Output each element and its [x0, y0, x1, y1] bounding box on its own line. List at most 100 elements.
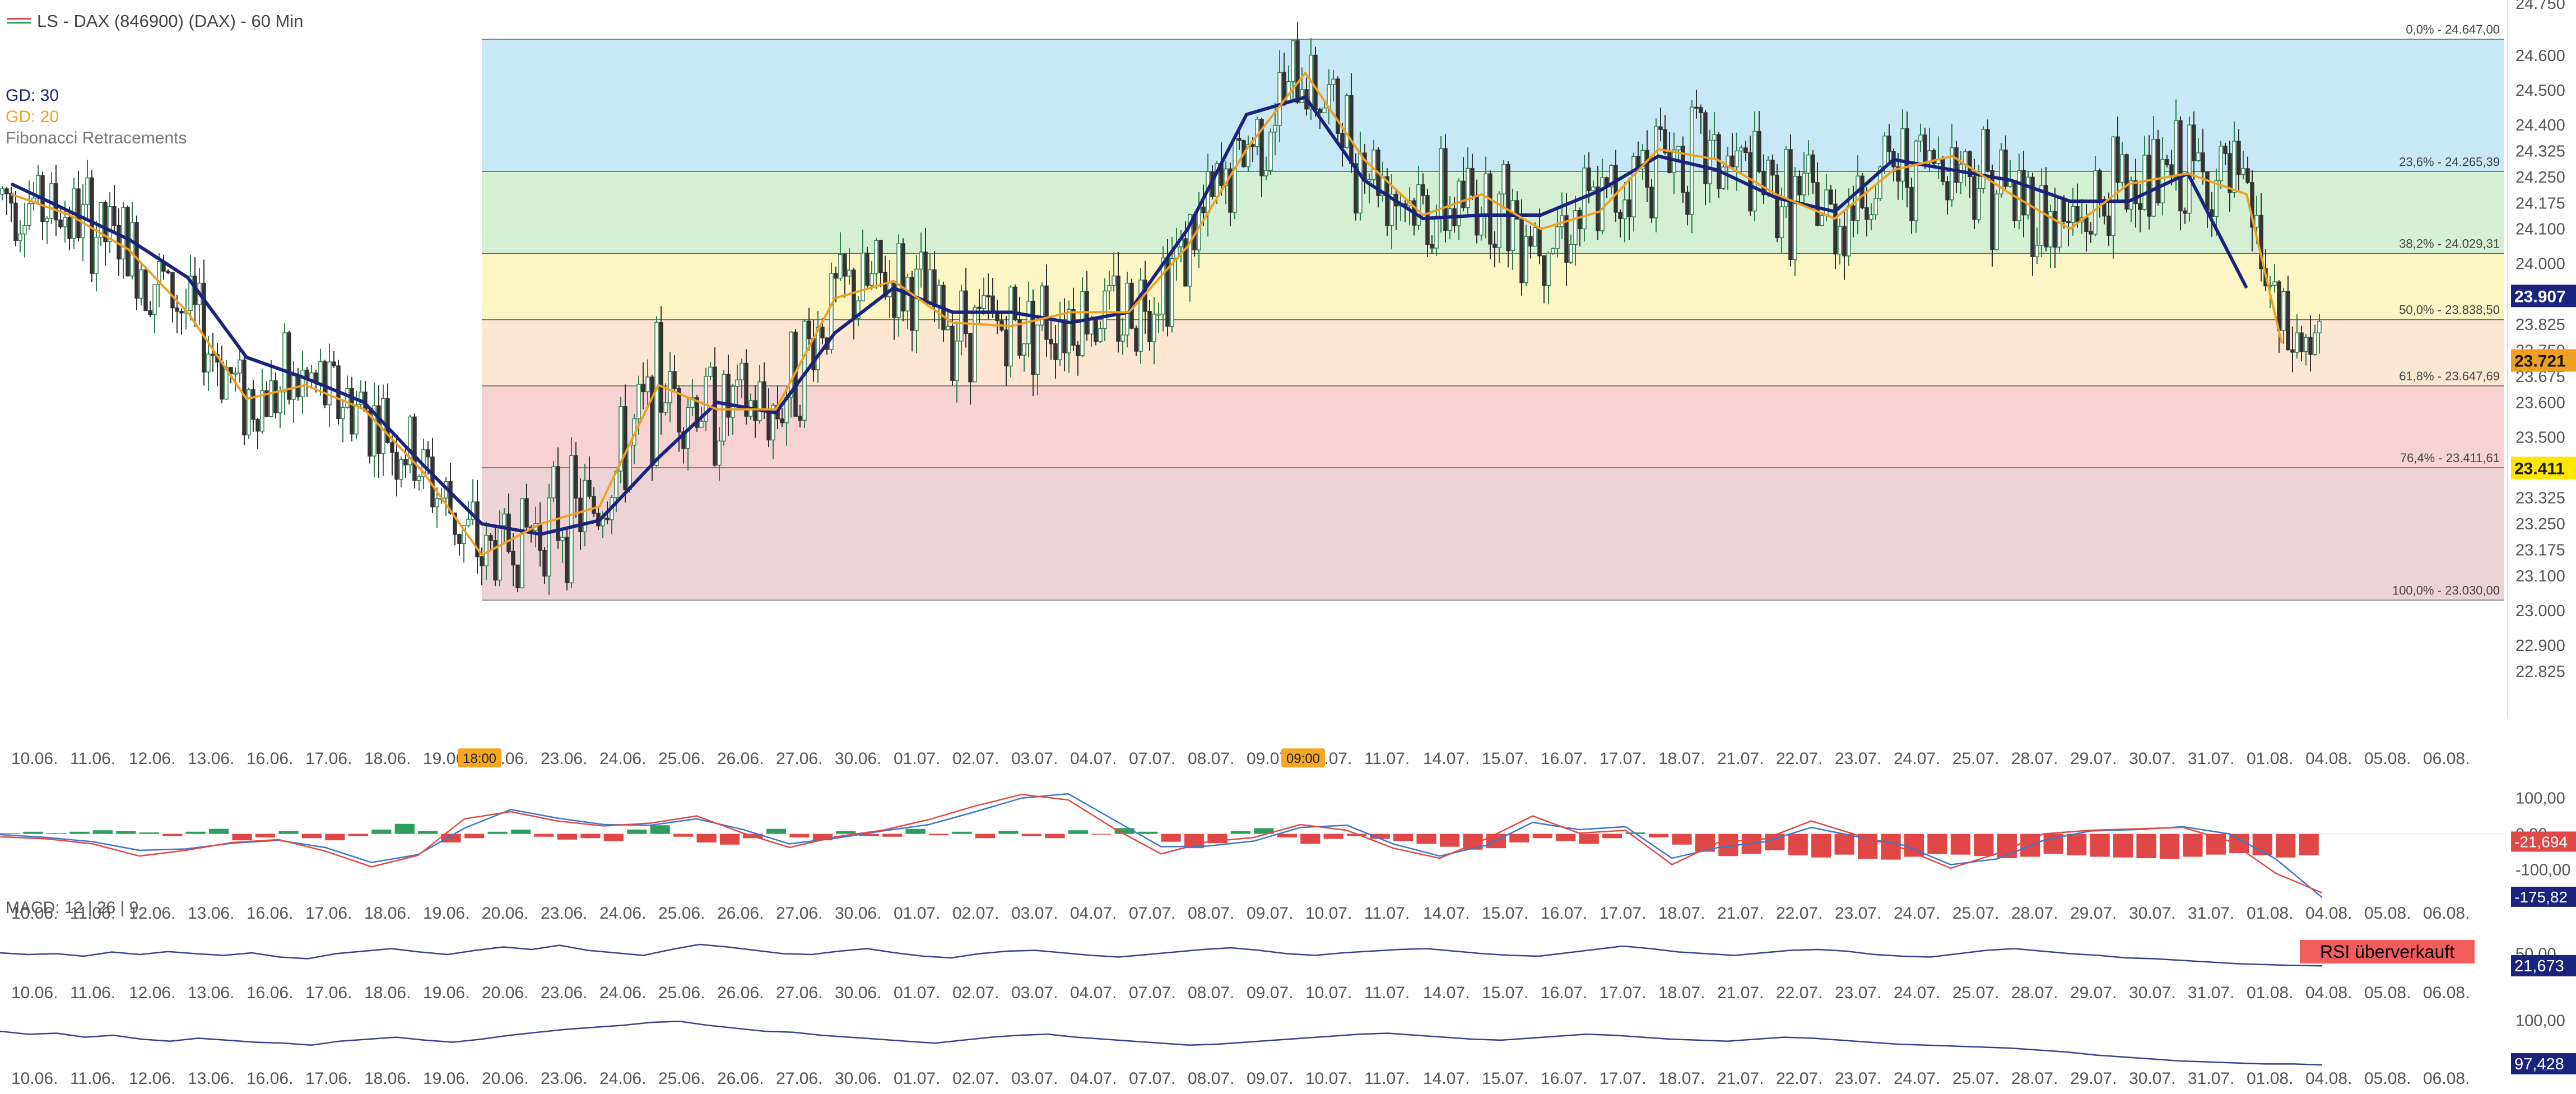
candle-body — [130, 222, 134, 277]
macd-histogram-bar — [603, 834, 624, 841]
candle-body — [457, 534, 462, 544]
candle-body — [2192, 124, 2196, 161]
x-tick-label: 29.07. — [2070, 1069, 2117, 1088]
candle-body — [233, 373, 238, 375]
x-tick-label: 24.06. — [599, 1069, 646, 1088]
candle-body — [1829, 189, 1833, 205]
candle-body — [1076, 345, 1080, 356]
x-tick-label: 29.07. — [2070, 749, 2117, 768]
candle-body — [1246, 144, 1250, 167]
candle-body — [448, 481, 453, 514]
x-tick-label: 18.06. — [364, 904, 411, 923]
x-tick-label: 30.07. — [2129, 1069, 2175, 1088]
x-tick-label: 13.06. — [188, 904, 234, 923]
candle-body — [2308, 337, 2313, 355]
candle-body — [2290, 349, 2295, 353]
candle-body — [708, 366, 713, 377]
macd-histogram-bar — [2183, 834, 2203, 857]
x-tick-label: 10.07. — [1305, 1069, 1352, 1088]
candle-body — [1994, 193, 1999, 250]
candle-body — [1681, 146, 1685, 193]
candle-body — [408, 416, 412, 465]
series-ma20 — [11, 72, 2283, 556]
candle-body — [1954, 147, 1959, 183]
candle-body — [63, 217, 67, 227]
x-tick-label: 03.07. — [1011, 1069, 1058, 1088]
x-tick-label: 23.07. — [1835, 904, 1881, 923]
candle-body — [731, 386, 735, 418]
candle-body — [1972, 176, 1977, 220]
x-tick-label: 12.06. — [129, 984, 175, 1002]
candle-body — [238, 359, 242, 374]
candle-body — [986, 295, 991, 297]
candle-body — [139, 269, 143, 299]
candle-body — [1492, 243, 1497, 248]
macd-histogram-bar — [580, 834, 601, 839]
x-tick-label: 24.07. — [1894, 984, 1940, 1002]
candle-body — [399, 459, 403, 480]
candle-body — [641, 384, 645, 393]
candle-body — [2120, 154, 2124, 183]
candle-body — [896, 243, 901, 318]
series-macd_line — [0, 793, 2323, 899]
price-tag-label: 23.721 — [2514, 352, 2566, 370]
candle-body — [663, 402, 668, 413]
macd-histogram-bar — [185, 831, 206, 834]
candle-body — [2286, 291, 2290, 351]
candle-body — [1416, 184, 1421, 226]
candle-body — [1147, 311, 1152, 342]
x-tick-label: 10.06. — [11, 904, 58, 923]
candle-body — [1631, 156, 1636, 217]
legend-ma30[interactable]: GD: 30 — [6, 86, 59, 105]
x-tick-label: 30.06. — [835, 1069, 881, 1088]
legend-ma20[interactable]: GD: 20 — [6, 108, 59, 126]
x-tick-label: 11.06. — [70, 984, 115, 1002]
price-tag-box — [2511, 285, 2576, 308]
x-tick-label: 23.06. — [541, 1069, 587, 1088]
candle-body — [1663, 129, 1667, 153]
candle-body — [937, 285, 941, 308]
candle-body — [1430, 244, 1434, 249]
candle-body — [713, 366, 717, 466]
candle-body — [2039, 185, 2044, 246]
macd-histogram-bar — [1834, 834, 1854, 855]
x-tick-label: 25.06. — [658, 904, 705, 923]
candle-body — [1905, 128, 1909, 188]
candle-body — [403, 459, 408, 465]
x-tick-label: 16.06. — [247, 904, 293, 923]
candle-body — [1201, 206, 1206, 213]
candle-body — [623, 406, 627, 491]
x-tick-label: 08.07. — [1188, 904, 1234, 923]
macd-histogram-bar — [719, 834, 740, 845]
macd-histogram-bar — [1068, 830, 1088, 834]
legend-fibonacci[interactable]: Fibonacci Retracements — [6, 129, 187, 147]
candle-body — [1484, 173, 1488, 215]
candle-body — [1806, 154, 1811, 174]
x-tick-label: 26.06. — [717, 749, 764, 768]
candle-body — [2071, 206, 2075, 224]
candle-body — [354, 404, 359, 435]
x-tick-label: 30.06. — [835, 984, 881, 1002]
candle-body — [121, 207, 125, 260]
x-tick-label: 30.06. — [835, 749, 881, 768]
candle-body — [1703, 112, 1708, 184]
macd-tag-box — [2511, 831, 2576, 852]
candle-body — [2259, 215, 2263, 269]
candle-body — [1793, 176, 1797, 260]
x-axis-panel4: 10.06. 11.06. 12.06. 13.06. 16.06. 17.06. 18.0… — [11, 1069, 2470, 1088]
candle-body — [157, 261, 161, 285]
price-tick-label: 23.825 — [2515, 316, 2565, 334]
indicator-legend: GD: 30 GD: 20 Fibonacci Retracements — [6, 85, 187, 149]
candle-body — [99, 202, 103, 238]
candle-body — [1089, 319, 1094, 334]
candle-body — [1331, 78, 1336, 85]
candle-body — [1555, 226, 1560, 249]
candle-body — [179, 310, 184, 314]
candle-body — [636, 384, 641, 420]
candle-body — [1564, 215, 1569, 263]
candle-body — [1618, 212, 1622, 220]
candle-body — [1667, 152, 1672, 173]
candlestick-icon — [7, 18, 31, 25]
x-tick-label: 30.06. — [835, 904, 881, 923]
